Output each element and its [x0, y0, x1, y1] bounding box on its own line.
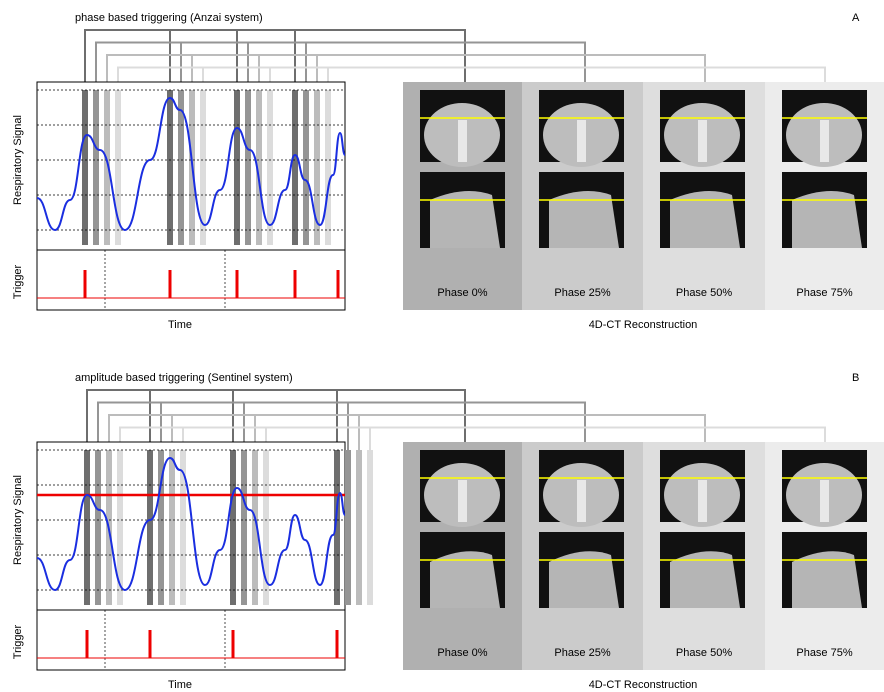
ct-spine	[698, 120, 707, 162]
phase-label: Phase 0%	[437, 287, 487, 299]
reconstruction-label: 4D-CT Reconstruction	[589, 679, 698, 691]
gating-bar	[167, 90, 173, 245]
gating-bar	[241, 450, 247, 605]
connector	[85, 30, 465, 90]
y-axis-label: Respiratory Signal	[12, 475, 24, 565]
trigger-label: Trigger	[12, 264, 24, 299]
gating-bar	[292, 90, 298, 245]
gating-bar	[93, 90, 99, 245]
ct-spine	[698, 480, 707, 522]
gating-bar	[356, 450, 362, 605]
ct-spine	[820, 120, 829, 162]
gating-bar	[95, 450, 101, 605]
phase-label: Phase 25%	[554, 647, 610, 659]
panel: phase based triggering (Anzai system) A Re…	[12, 12, 884, 331]
gating-bar	[345, 450, 351, 605]
phase-label: Phase 25%	[554, 287, 610, 299]
gating-bar	[82, 90, 88, 245]
phase-label: Phase 0%	[437, 647, 487, 659]
panel: amplitude based triggering (Sentinel sys…	[12, 372, 884, 691]
trigger-label: Trigger	[12, 624, 24, 659]
ct-spine	[820, 480, 829, 522]
gating-bar	[303, 90, 309, 245]
panel-title: phase based triggering (Anzai system)	[75, 12, 263, 24]
panel-title: amplitude based triggering (Sentinel sys…	[75, 372, 293, 384]
gating-bar	[147, 450, 153, 605]
gating-bar	[245, 90, 251, 245]
panel-letter: A	[852, 12, 860, 24]
x-axis-label: Time	[168, 319, 192, 331]
reconstruction-label: 4D-CT Reconstruction	[589, 319, 698, 331]
ct-spine	[577, 120, 586, 162]
y-axis-label: Respiratory Signal	[12, 115, 24, 205]
panel-letter: B	[852, 372, 859, 384]
ct-spine	[577, 480, 586, 522]
phase-label: Phase 75%	[796, 287, 852, 299]
x-axis-label: Time	[168, 679, 192, 691]
ct-spine	[458, 120, 467, 162]
gating-bar	[234, 90, 240, 245]
phase-label: Phase 75%	[796, 647, 852, 659]
plot-frame	[37, 442, 345, 670]
ct-spine	[458, 480, 467, 522]
figure: phase based triggering (Anzai system) A Re…	[0, 0, 884, 692]
gating-bar	[230, 450, 236, 605]
connector	[87, 390, 465, 450]
gating-bar	[325, 90, 331, 245]
gating-bar	[169, 450, 175, 605]
gating-bar	[84, 450, 90, 605]
gating-bar	[367, 450, 373, 605]
phase-label: Phase 50%	[676, 647, 732, 659]
phase-label: Phase 50%	[676, 287, 732, 299]
